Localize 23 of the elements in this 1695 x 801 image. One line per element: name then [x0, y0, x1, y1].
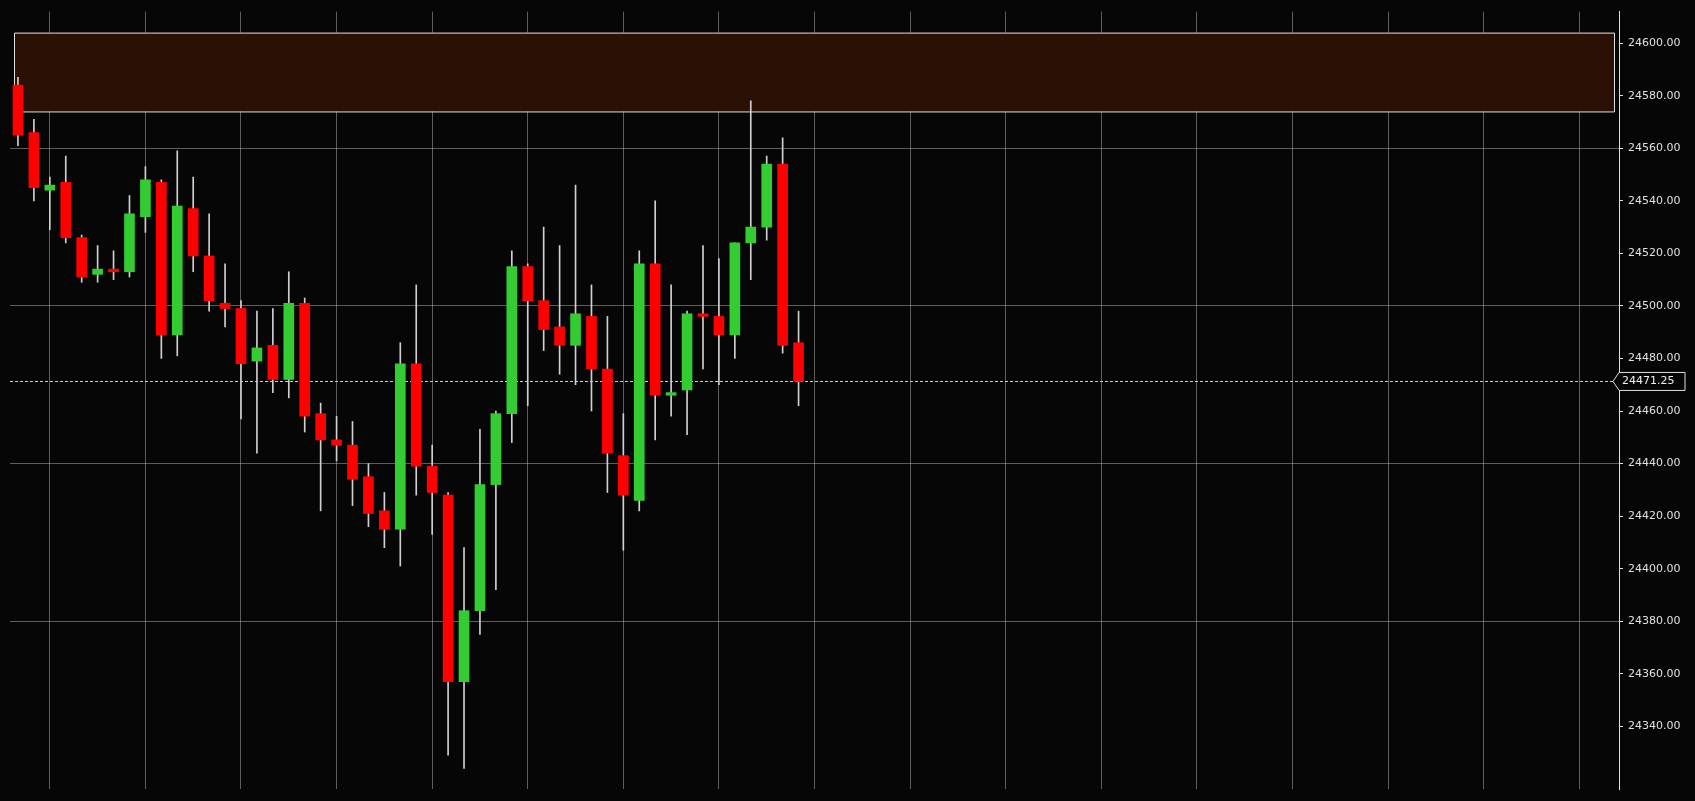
candlestick [44, 176, 56, 231]
y-tick-label: 24460.00 [1628, 403, 1681, 417]
candlestick [745, 100, 757, 280]
y-tick-label: 24480.00 [1628, 351, 1681, 365]
y-tick-label: 24440.00 [1628, 456, 1681, 470]
y-tick-label: 24420.00 [1628, 508, 1681, 522]
candlestick [538, 226, 550, 351]
candlestick [219, 263, 231, 328]
y-tick-label: 24540.00 [1628, 193, 1681, 207]
y-tick-label: 24520.00 [1628, 246, 1681, 260]
y-tick-label: 24560.00 [1628, 141, 1681, 155]
y-tick-label: 24600.00 [1628, 35, 1681, 49]
y-tick-label: 24340.00 [1628, 719, 1681, 733]
ref-line-label: 24471.25 [1622, 374, 1675, 388]
y-tick-label: 24400.00 [1628, 561, 1681, 575]
y-tick-label: 24360.00 [1628, 666, 1681, 680]
y-tick-label: 24580.00 [1628, 88, 1681, 102]
y-tick-label: 24500.00 [1628, 298, 1681, 312]
candlestick [522, 263, 534, 407]
y-tick-label: 24380.00 [1628, 614, 1681, 628]
candlestick [713, 258, 725, 386]
candlestick [697, 245, 709, 370]
candlestick [665, 284, 677, 417]
